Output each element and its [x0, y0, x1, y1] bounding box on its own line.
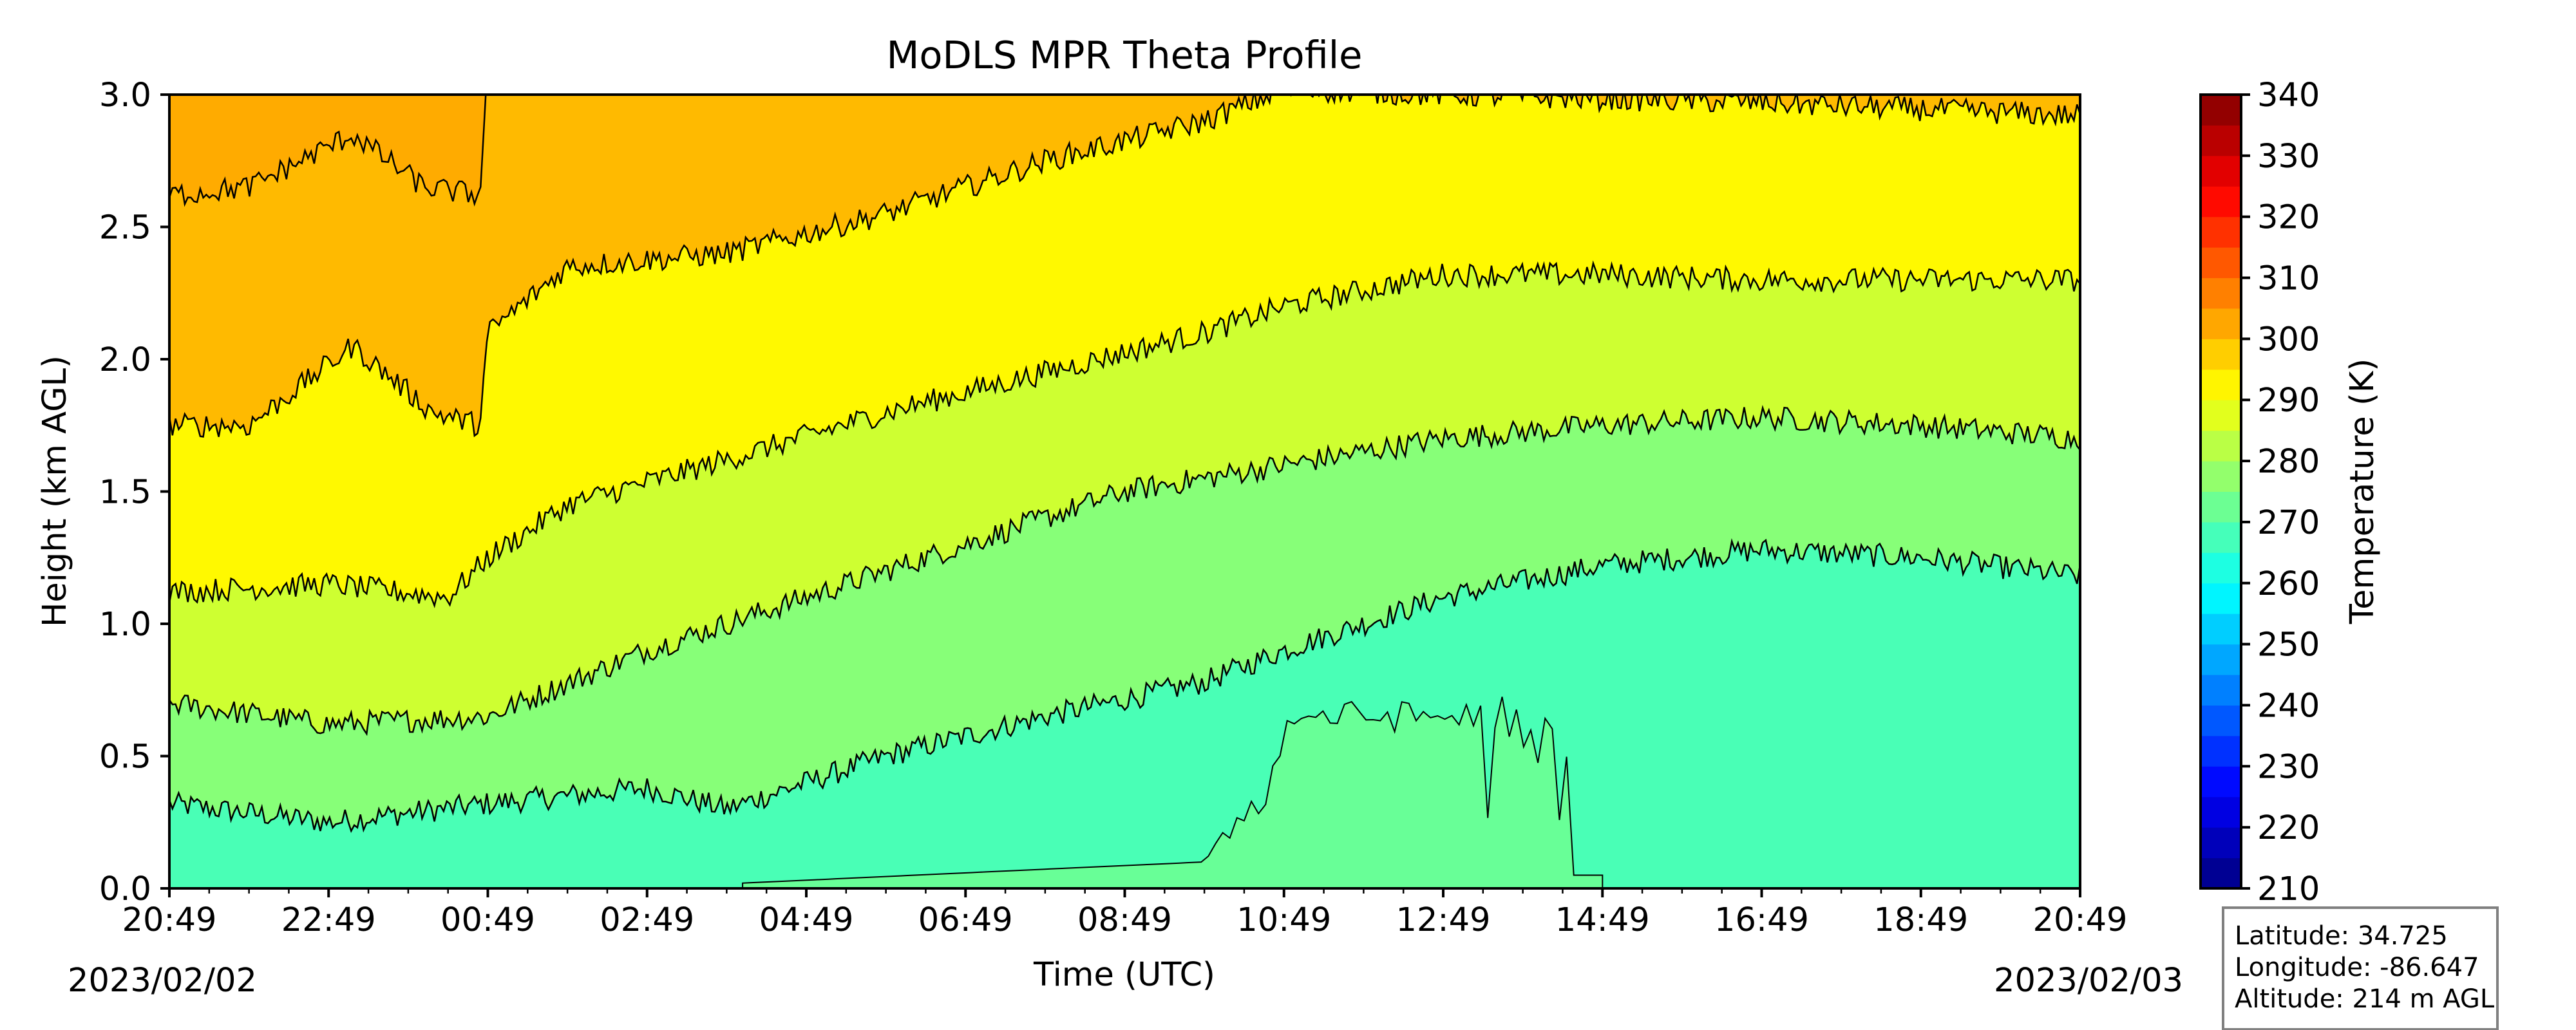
colorbar-tick-label: 300: [2257, 321, 2320, 359]
colorbar-tick-label: 330: [2257, 138, 2320, 176]
x-tick-label: 12:49: [1396, 901, 1491, 939]
x-tick-label: 08:49: [1077, 901, 1172, 939]
colorbar-tick-label: 220: [2257, 809, 2320, 847]
colorbar-tick-label: 280: [2257, 443, 2320, 481]
colorbar-step: [2201, 339, 2241, 370]
contour-line-3: [169, 260, 2080, 608]
band-above-contour-5: [169, 95, 486, 205]
colorbar-step: [2201, 430, 2241, 462]
contour-line-4: [169, 95, 2080, 438]
colorbar-step: [2201, 521, 2241, 553]
x-tick-label: 04:49: [759, 901, 854, 939]
colorbar-tick-label: 260: [2257, 565, 2320, 603]
x-tick-label: 20:49: [2033, 901, 2128, 939]
colorbar-step: [2201, 827, 2241, 859]
colorbar-tick-label: 210: [2257, 870, 2320, 908]
colorbar-tick-label: 230: [2257, 748, 2320, 786]
colorbar-step: [2201, 95, 2241, 126]
y-tick-label: 2.5: [99, 209, 151, 247]
colorbar-step: [2201, 216, 2241, 248]
colorbar-step: [2201, 857, 2241, 889]
y-tick-label: 2.0: [99, 341, 151, 379]
x-tick-label: 06:49: [918, 901, 1013, 939]
x-axis: 20:49 22:49 00:49 02:49 04:49 06:49 08:49 10:49…: [122, 888, 2128, 939]
temperature-bands: [169, 95, 2080, 888]
colorbar-label: Temperature (K): [2344, 359, 2382, 625]
y-tick-label: 3.0: [99, 77, 151, 115]
colorbar-tick-label: 320: [2257, 199, 2320, 237]
contour-lines: [169, 95, 2080, 833]
colorbar-step: [2201, 766, 2241, 798]
start-date-label: 2023/02/02: [68, 962, 257, 1000]
colorbar-tick-label: 290: [2257, 382, 2320, 420]
colorbar-step: [2201, 308, 2241, 339]
colorbar-step: [2201, 583, 2241, 614]
chart-title: MoDLS MPR Theta Profile: [887, 33, 1363, 77]
latitude-text: Latitude: 34.725: [2235, 921, 2448, 951]
colorbar-step: [2201, 125, 2241, 156]
colorbar: 210 220 230 240 250 260 270 280 290 300 310 320 330 3…: [2199, 77, 2320, 908]
colorbar-step: [2201, 613, 2241, 645]
colorbar-step: [2201, 461, 2241, 492]
x-tick-label: 14:49: [1555, 901, 1650, 939]
colorbar-step: [2201, 675, 2241, 706]
end-date-label: 2023/02/03: [1994, 962, 2183, 1000]
x-axis-label: Time (UTC): [1033, 956, 1215, 994]
x-tick-label: 20:49: [122, 901, 217, 939]
colorbar-step: [2201, 155, 2241, 187]
y-axis-label: Height (km AGL): [36, 355, 74, 627]
info-box-frame: [2222, 906, 2499, 1030]
y-tick-label: 0.0: [99, 870, 151, 908]
colorbar-step: [2201, 491, 2241, 523]
plot-area: [168, 93, 2081, 890]
colorbar-ticks: 210 220 230 240 250 260 270 280 290 300 310 320 330 3…: [2201, 77, 2320, 908]
colorbar-step: [2201, 247, 2241, 279]
y-axis: 0.0 0.5 1.0 1.5 2.0 2.5 3.0: [99, 77, 169, 908]
y-tick-label: 1.0: [99, 606, 151, 644]
contour-line-5: [169, 95, 487, 207]
x-tick-label: 10:49: [1236, 901, 1331, 939]
longitude-text: Longitude: -86.647: [2235, 953, 2479, 982]
contour-line-2: [169, 404, 2080, 736]
contour-line-1: [169, 538, 2080, 833]
colorbar-step: [2201, 735, 2241, 767]
colorbar-tick-label: 310: [2257, 260, 2320, 298]
colorbar-step: [2201, 796, 2241, 828]
colorbar-step: [2201, 705, 2241, 736]
x-tick-label: 18:49: [1873, 901, 1968, 939]
colorbar-step: [2201, 186, 2241, 218]
colorbar-tick-label: 250: [2257, 626, 2320, 664]
colorbar-step: [2201, 277, 2241, 309]
colorbar-tick-label: 270: [2257, 504, 2320, 542]
x-tick-label: 16:49: [1714, 901, 1809, 939]
colorbar-step: [2201, 552, 2241, 584]
x-tick-label: 02:49: [600, 901, 694, 939]
cool-pocket-contour: [742, 697, 1604, 888]
y-tick-label: 0.5: [99, 738, 151, 776]
y-tick-label: 1.5: [99, 474, 151, 512]
info-box: Latitude: 34.725 Longitude: -86.647 Alti…: [2222, 906, 2499, 1030]
colorbar-step: [2201, 644, 2241, 675]
colorbar-tick-label: 340: [2257, 77, 2320, 115]
x-tick-label: 22:49: [281, 901, 376, 939]
colorbar-frame: [2199, 93, 2242, 890]
colorbar-tick-label: 240: [2257, 687, 2320, 725]
colorbar-step: [2201, 369, 2241, 400]
colorbar-step: [2201, 400, 2241, 431]
altitude-text: Altitude: 214 m AGL: [2235, 984, 2495, 1014]
band-above-contour-4: [169, 95, 2080, 437]
x-tick-label: 00:49: [440, 901, 535, 939]
